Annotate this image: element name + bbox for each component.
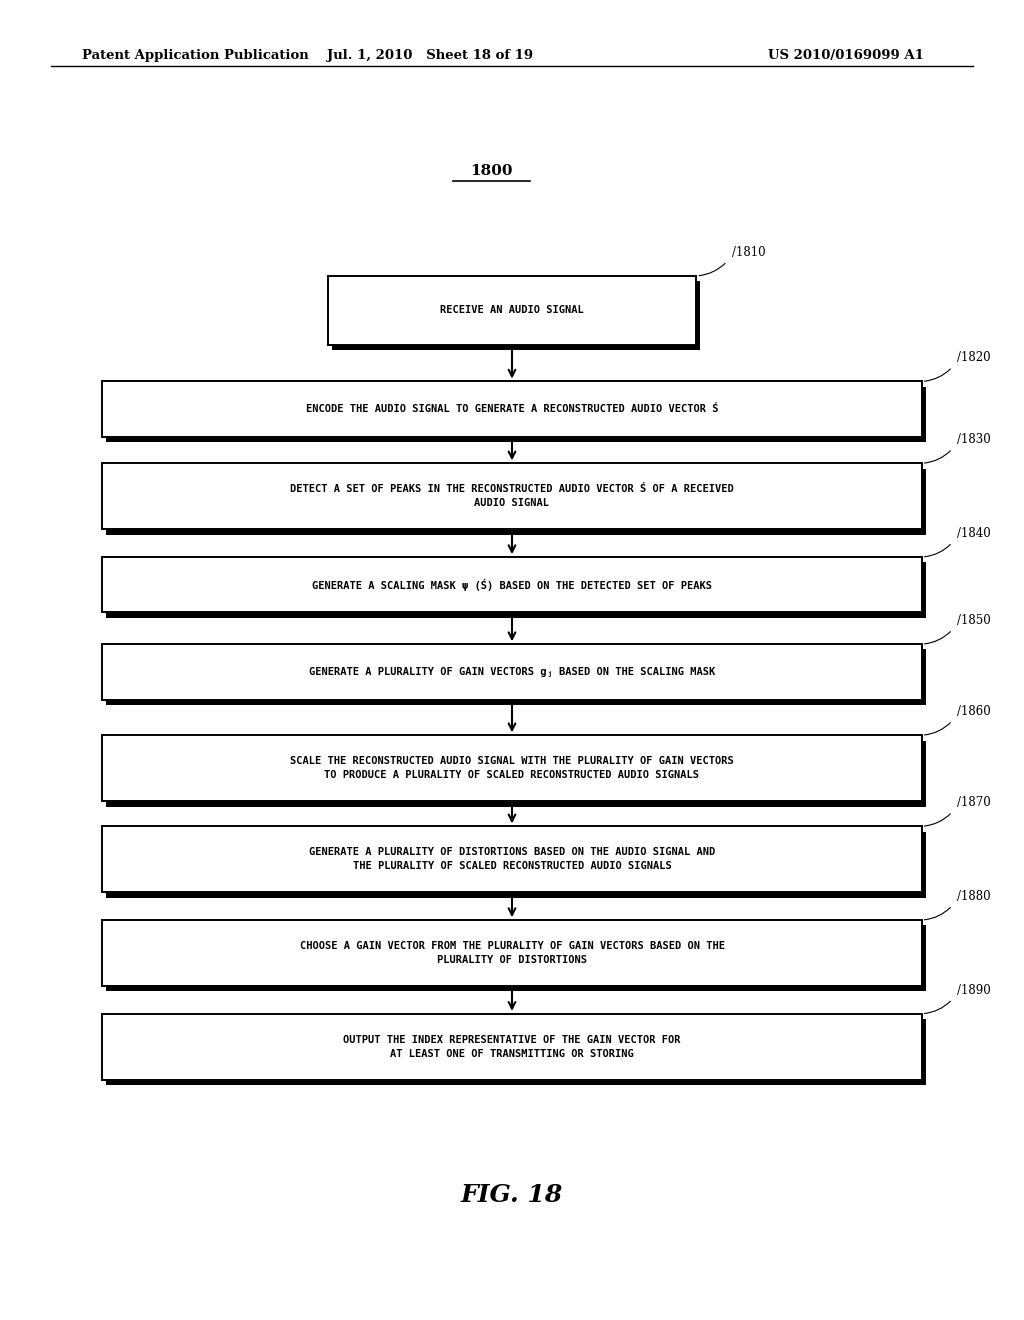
Bar — [106, 387, 926, 442]
Text: /1880: /1880 — [957, 890, 991, 903]
Text: GENERATE A SCALING MASK ψ (Ś) BASED ON THE DETECTED SET OF PEAKS: GENERATE A SCALING MASK ψ (Ś) BASED ON T… — [312, 578, 712, 591]
Text: /1810: /1810 — [732, 246, 766, 259]
Text: Patent Application Publication: Patent Application Publication — [82, 49, 308, 62]
Text: /1890: /1890 — [957, 983, 991, 997]
Bar — [102, 463, 922, 529]
Text: GENERATE A PLURALITY OF DISTORTIONS BASED ON THE AUDIO SIGNAL AND
THE PLURALITY : GENERATE A PLURALITY OF DISTORTIONS BASE… — [309, 847, 715, 871]
Text: Jul. 1, 2010   Sheet 18 of 19: Jul. 1, 2010 Sheet 18 of 19 — [327, 49, 534, 62]
Text: SCALE THE RECONSTRUCTED AUDIO SIGNAL WITH THE PLURALITY OF GAIN VECTORS
TO PRODU: SCALE THE RECONSTRUCTED AUDIO SIGNAL WIT… — [290, 756, 734, 780]
Text: FIG. 18: FIG. 18 — [461, 1183, 563, 1206]
Bar — [102, 920, 922, 986]
Text: US 2010/0169099 A1: US 2010/0169099 A1 — [768, 49, 924, 62]
Bar — [106, 925, 926, 991]
Bar — [106, 649, 926, 705]
Bar — [102, 381, 922, 437]
Bar — [102, 826, 922, 892]
Bar — [328, 276, 696, 345]
Bar — [102, 644, 922, 700]
Bar — [106, 562, 926, 618]
Text: /1820: /1820 — [957, 351, 991, 364]
Text: DETECT A SET OF PEAKS IN THE RECONSTRUCTED AUDIO VECTOR Ś OF A RECEIVED
AUDIO SI: DETECT A SET OF PEAKS IN THE RECONSTRUCT… — [290, 484, 734, 508]
Bar — [102, 1014, 922, 1080]
Text: /1850: /1850 — [957, 614, 991, 627]
Text: /1860: /1860 — [957, 705, 991, 718]
Text: ENCODE THE AUDIO SIGNAL TO GENERATE A RECONSTRUCTED AUDIO VECTOR Ś: ENCODE THE AUDIO SIGNAL TO GENERATE A RE… — [306, 404, 718, 414]
Text: /1830: /1830 — [957, 433, 991, 446]
Text: OUTPUT THE INDEX REPRESENTATIVE OF THE GAIN VECTOR FOR
AT LEAST ONE OF TRANSMITT: OUTPUT THE INDEX REPRESENTATIVE OF THE G… — [343, 1035, 681, 1059]
Bar — [102, 557, 922, 612]
Bar — [102, 735, 922, 801]
Text: CHOOSE A GAIN VECTOR FROM THE PLURALITY OF GAIN VECTORS BASED ON THE
PLURALITY O: CHOOSE A GAIN VECTOR FROM THE PLURALITY … — [299, 941, 725, 965]
Bar — [106, 832, 926, 898]
Bar — [332, 281, 700, 350]
Text: /1870: /1870 — [957, 796, 991, 809]
Bar — [106, 741, 926, 807]
Text: RECEIVE AN AUDIO SIGNAL: RECEIVE AN AUDIO SIGNAL — [440, 305, 584, 315]
Text: /1840: /1840 — [957, 527, 991, 540]
Bar — [106, 469, 926, 535]
Bar — [106, 1019, 926, 1085]
Text: 1800: 1800 — [470, 164, 513, 178]
Text: GENERATE A PLURALITY OF GAIN VECTORS gⱼ BASED ON THE SCALING MASK: GENERATE A PLURALITY OF GAIN VECTORS gⱼ … — [309, 667, 715, 677]
